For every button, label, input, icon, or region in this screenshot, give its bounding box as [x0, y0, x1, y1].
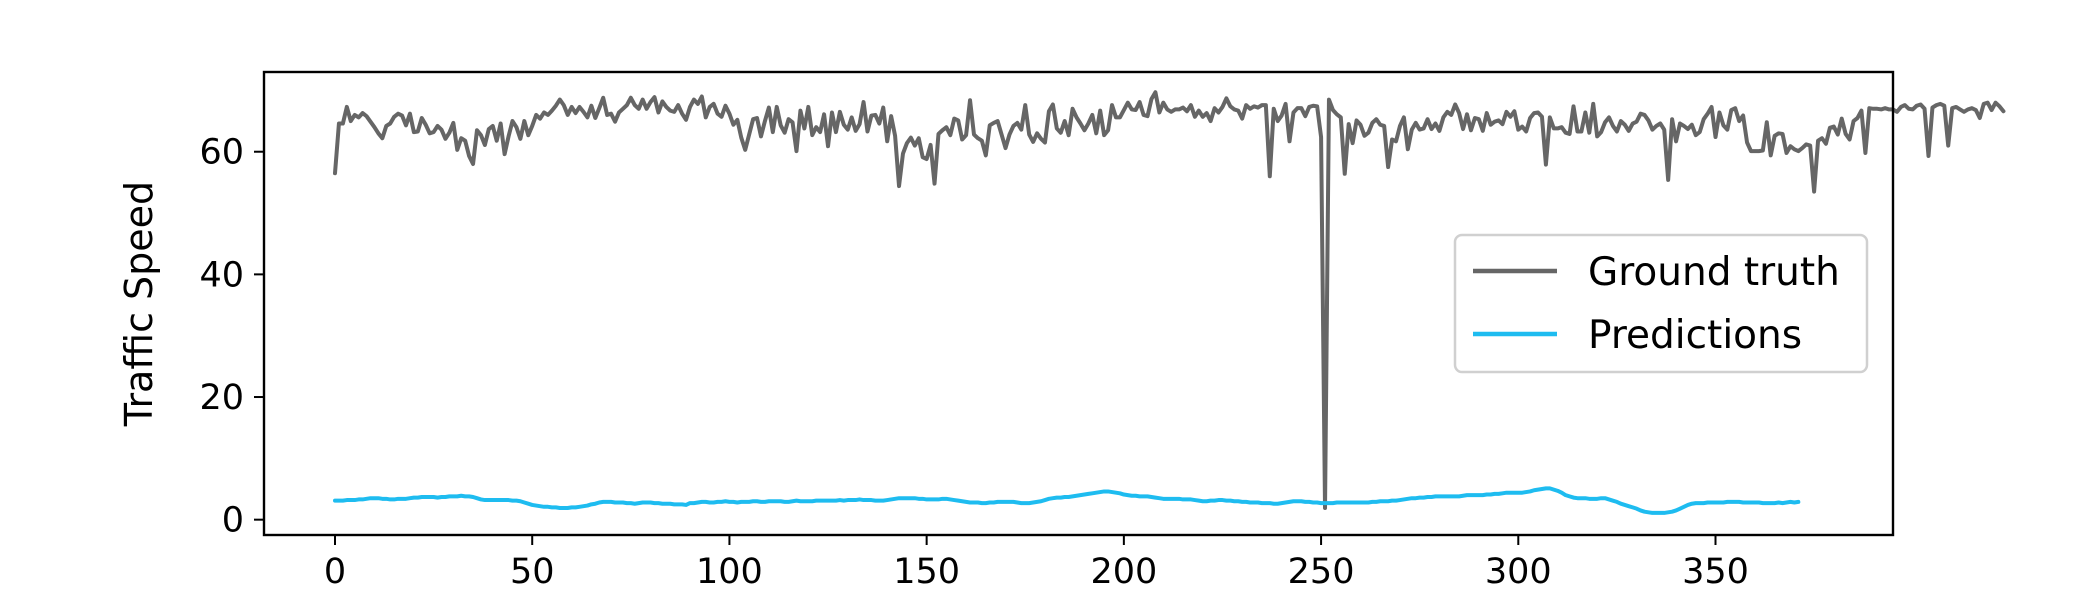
y-tick-label: 0	[222, 501, 244, 541]
x-tick-label: 150	[893, 552, 960, 592]
y-tick-label: 40	[199, 255, 244, 295]
legend-label: Ground truth	[1588, 250, 1840, 295]
y-axis-label: Traffic Speed	[117, 181, 161, 427]
x-tick-label: 100	[696, 552, 763, 592]
series-line-predictions	[333, 486, 1801, 515]
plot-frame	[262, 70, 1895, 537]
y-tick-label: 60	[199, 133, 244, 173]
legend-label: Predictions	[1588, 313, 1802, 358]
x-tick-label: 50	[510, 552, 555, 592]
x-tick-label: 0	[324, 552, 346, 592]
x-tick-label: 250	[1288, 552, 1355, 592]
x-tick-label: 300	[1485, 552, 1552, 592]
legend: Ground truth Predictions	[1453, 233, 1869, 374]
x-axis: 0 50 100 150 200 250 300 350	[324, 535, 1749, 592]
x-tick-label: 350	[1682, 552, 1749, 592]
x-tick-label: 200	[1090, 552, 1157, 592]
y-axis: 0 20 40 60	[199, 133, 264, 541]
y-tick-label: 20	[199, 378, 244, 418]
series-layer	[333, 90, 2006, 515]
series-line-ground-truth	[333, 90, 2006, 511]
legend-box	[1453, 233, 1869, 374]
